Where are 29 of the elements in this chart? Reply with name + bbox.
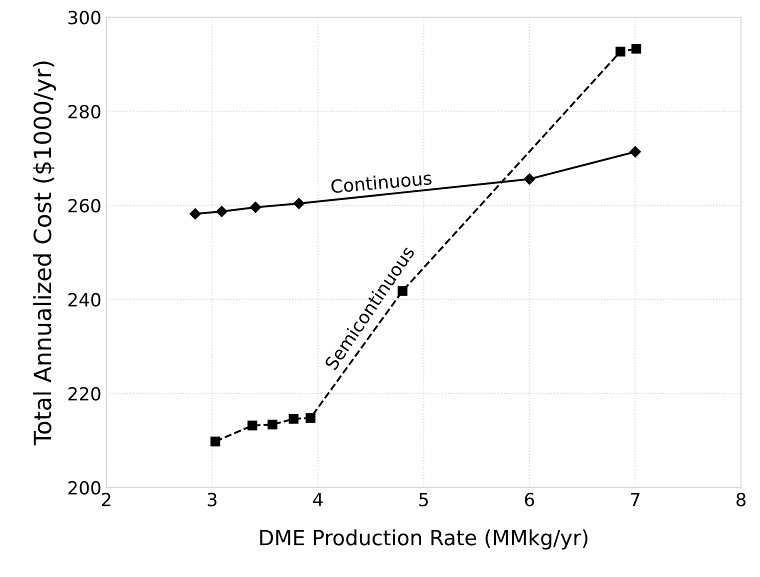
point [190,208,201,220]
point [247,420,258,430]
point [631,44,642,54]
x-axis-title: DME Production Rate (MMkg/yr) [260,529,588,550]
point [288,414,298,424]
point [293,198,304,210]
point [250,202,262,213]
x-tick-label: 7 [630,492,640,506]
point [306,413,316,423]
point [630,146,641,158]
y-axis-title: Total Annualized Cost ($1000/yr) [33,62,56,446]
point [268,420,278,430]
point [210,436,220,446]
x-tick-label: 6 [524,492,534,506]
y-tick-label: 220 [68,386,100,401]
y-tick-label: 260 [68,198,100,213]
point [524,173,536,185]
y-tick-label: 300 [68,10,100,24]
x-tick-label: 3 [208,492,216,506]
x-tick-label: 4 [313,492,323,506]
point [216,206,228,218]
y-tick-label: 240 [68,292,100,307]
point [616,46,626,56]
y-tick-label: 280 [68,104,100,118]
series-label: Continuous [330,170,432,194]
x-tick-label: 8 [736,492,746,506]
x-tick-label: 2 [102,492,110,506]
x-tick-label: 5 [419,492,428,506]
y-tick-label: 200 [68,481,100,495]
